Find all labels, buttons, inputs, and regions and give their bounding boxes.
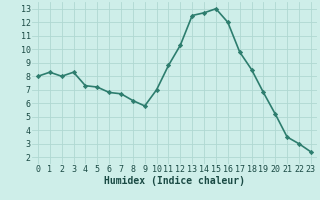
X-axis label: Humidex (Indice chaleur): Humidex (Indice chaleur)	[104, 176, 245, 186]
